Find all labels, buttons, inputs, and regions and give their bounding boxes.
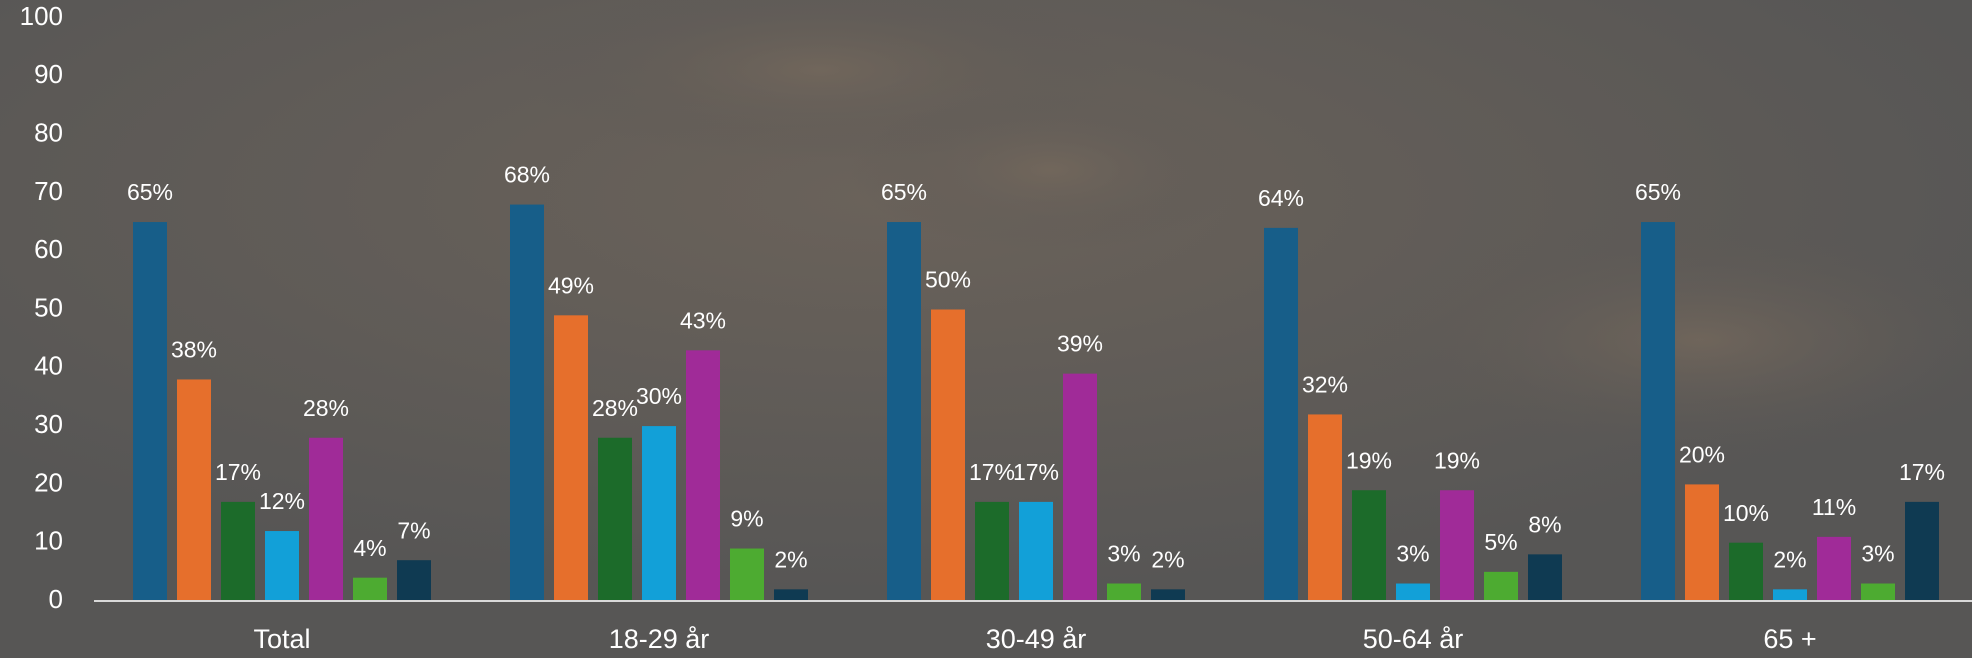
bar — [1107, 584, 1141, 601]
bar — [1528, 554, 1562, 601]
y-tick-label: 70 — [34, 176, 63, 206]
value-label: 3% — [1107, 541, 1140, 567]
bar — [1264, 228, 1298, 601]
x-tick-label: 65 + — [1763, 624, 1816, 654]
x-tick-label: 30-49 år — [986, 624, 1087, 654]
value-label: 17% — [1899, 459, 1945, 485]
bar — [1861, 584, 1895, 601]
value-label: 4% — [353, 535, 386, 561]
bar — [1817, 537, 1851, 601]
y-tick-label: 100 — [20, 1, 63, 31]
value-label: 2% — [1773, 546, 1806, 572]
bar — [177, 379, 211, 601]
value-label: 20% — [1679, 441, 1725, 467]
value-label: 19% — [1434, 447, 1480, 473]
value-label: 3% — [1861, 541, 1894, 567]
bar — [221, 502, 255, 601]
bar — [931, 310, 965, 602]
value-label: 64% — [1258, 185, 1304, 211]
value-label: 17% — [1013, 459, 1059, 485]
y-tick-label: 80 — [34, 117, 63, 147]
x-tick-label: Total — [253, 624, 310, 654]
value-label: 65% — [881, 179, 927, 205]
y-tick-label: 40 — [34, 351, 63, 381]
value-label: 38% — [171, 337, 217, 363]
bar — [1308, 414, 1342, 601]
value-label: 50% — [925, 267, 971, 293]
bar — [1905, 502, 1939, 601]
value-label: 65% — [1635, 179, 1681, 205]
value-label: 11% — [1812, 494, 1856, 520]
chart: 0 10 20 30 40 50 60 70 80 90 100 Total 65% 38% 17% 12% 2… — [0, 0, 1972, 658]
value-label: 2% — [1151, 546, 1184, 572]
value-label: 17% — [969, 459, 1015, 485]
y-tick-label: 90 — [34, 59, 63, 89]
value-label: 39% — [1057, 331, 1103, 357]
bar — [309, 438, 343, 601]
bar — [1685, 484, 1719, 601]
y-tick-label: 0 — [49, 584, 63, 614]
value-label: 3% — [1396, 541, 1429, 567]
value-label: 32% — [1302, 372, 1348, 398]
bar — [1396, 584, 1430, 601]
value-label: 7% — [397, 517, 430, 543]
value-label: 12% — [259, 488, 305, 514]
y-tick-label: 10 — [34, 526, 63, 556]
value-label: 43% — [680, 307, 726, 333]
bar — [1151, 589, 1185, 601]
y-tick-label: 30 — [34, 409, 63, 439]
bar — [265, 531, 299, 601]
x-tick-label: 18-29 år — [609, 624, 710, 654]
bar — [1063, 374, 1097, 601]
value-label: 2% — [774, 546, 807, 572]
bar — [642, 426, 676, 601]
bar — [686, 350, 720, 601]
value-label: 17% — [215, 459, 261, 485]
page: 0 10 20 30 40 50 60 70 80 90 100 Total 65% 38% 17% 12% 2… — [0, 0, 1972, 658]
value-label: 5% — [1484, 529, 1517, 555]
bar — [1773, 589, 1807, 601]
value-label: 10% — [1723, 500, 1769, 526]
value-label: 68% — [504, 162, 550, 188]
bar — [774, 589, 808, 601]
y-tick-label: 50 — [34, 292, 63, 322]
bar — [598, 438, 632, 601]
bar — [133, 222, 167, 601]
bar — [397, 560, 431, 601]
value-label: 9% — [730, 506, 763, 532]
bar — [1352, 490, 1386, 601]
x-tick-label: 50-64 år — [1363, 624, 1464, 654]
value-label: 30% — [636, 383, 682, 409]
bar — [1484, 572, 1518, 601]
bar — [1019, 502, 1053, 601]
y-tick-label: 60 — [34, 234, 63, 264]
bar — [510, 205, 544, 601]
value-label: 49% — [548, 272, 594, 298]
value-label: 8% — [1528, 511, 1561, 537]
bar — [1641, 222, 1675, 601]
value-label: 28% — [303, 395, 349, 421]
y-tick-label: 20 — [34, 467, 63, 497]
value-label: 28% — [592, 395, 638, 421]
bar — [554, 315, 588, 601]
bar — [1440, 490, 1474, 601]
bar — [887, 222, 921, 601]
value-label: 19% — [1346, 447, 1392, 473]
bar — [730, 549, 764, 601]
bar — [1729, 543, 1763, 601]
bar — [975, 502, 1009, 601]
bar — [353, 578, 387, 601]
value-label: 65% — [127, 179, 173, 205]
